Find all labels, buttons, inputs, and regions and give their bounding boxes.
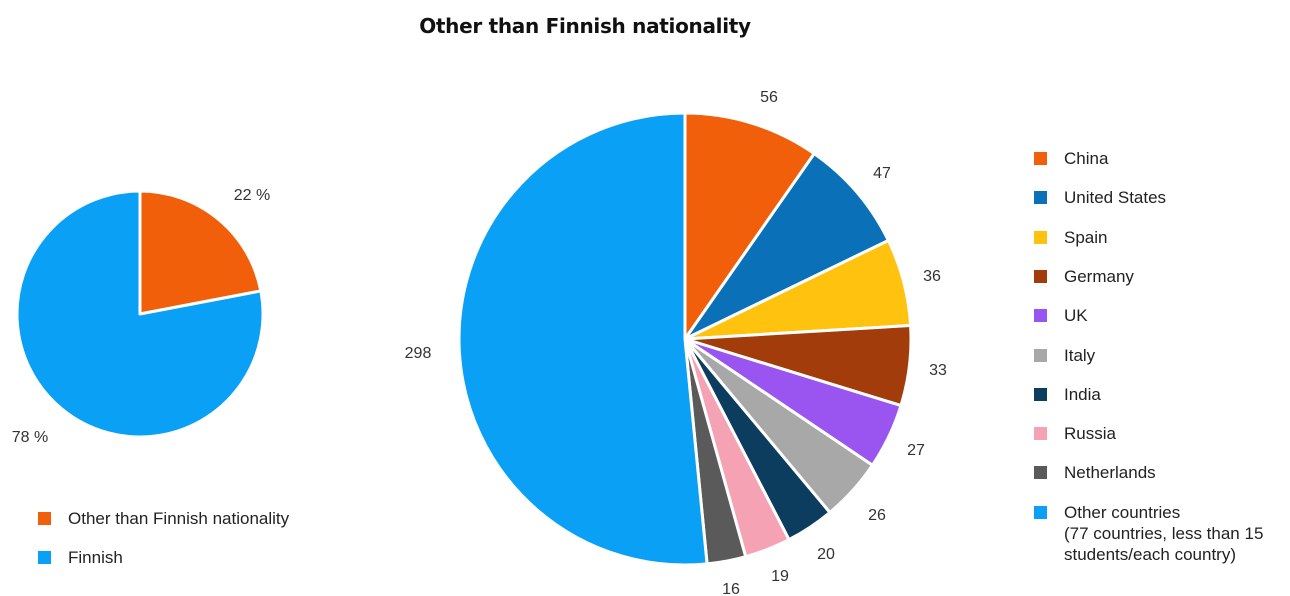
legend-swatch bbox=[1034, 230, 1047, 244]
legend-swatch bbox=[1034, 269, 1047, 283]
country-slice-other-countries bbox=[457, 111, 709, 567]
legend-label: UK bbox=[1064, 306, 1088, 326]
country-slice-united-states bbox=[683, 152, 890, 341]
nationality-slice-other-than-finnish-nationality bbox=[138, 189, 263, 316]
legend-item-uk: UK bbox=[1034, 305, 1088, 326]
legend-item-germany: Germany bbox=[1034, 266, 1134, 287]
legend-item-italy: Italy bbox=[1034, 345, 1095, 366]
legend-swatch bbox=[1034, 152, 1047, 165]
legend-note: (77 countries, less than 15 bbox=[1064, 523, 1264, 543]
country-label-italy: 26 bbox=[868, 507, 886, 524]
legend-swatch bbox=[1034, 387, 1047, 401]
legend-item-china: China bbox=[1034, 148, 1108, 169]
legend-label: Spain bbox=[1064, 227, 1108, 247]
country-label-russia: 19 bbox=[771, 568, 789, 585]
legend-swatch bbox=[38, 551, 51, 564]
legend-swatch bbox=[1034, 427, 1047, 441]
legend-swatch bbox=[1034, 466, 1047, 480]
country-label-china: 56 bbox=[760, 89, 778, 106]
legend-label: Russia bbox=[1064, 424, 1116, 444]
country-label-uk: 27 bbox=[907, 442, 925, 459]
legend-swatch bbox=[1034, 348, 1047, 362]
legend-label: India bbox=[1064, 384, 1101, 404]
country-label-other-countries: 298 bbox=[405, 345, 432, 362]
legend-label: Finnish bbox=[68, 548, 123, 567]
legend-item-united-states: United States bbox=[1034, 187, 1166, 208]
legend-label: United States bbox=[1064, 188, 1167, 208]
legend-item-other-countries: Other countries (77 countries, less than … bbox=[1034, 502, 1263, 565]
country-label-germany: 33 bbox=[929, 362, 947, 379]
country-label-spain: 36 bbox=[923, 268, 941, 285]
legend-item-finnish: Finnish bbox=[38, 547, 123, 568]
country-label-india: 20 bbox=[817, 546, 835, 563]
legend-item-spain: Spain bbox=[1034, 227, 1107, 248]
chart-title: Other than Finnish nationality bbox=[419, 14, 751, 38]
legend-swatch bbox=[38, 512, 51, 525]
legend-label: Germany bbox=[1064, 266, 1134, 286]
country-label-netherlands: 16 bbox=[722, 581, 740, 596]
legend-label: Italy bbox=[1064, 345, 1096, 365]
legend-label: Other countries (77 countries, less than … bbox=[1064, 502, 1264, 564]
legend-label: Other than Finnish nationality bbox=[68, 509, 290, 528]
legend-swatch bbox=[1034, 505, 1047, 519]
legend-item-russia: Russia bbox=[1034, 423, 1116, 444]
legend-swatch bbox=[1034, 191, 1047, 205]
legend-item-netherlands: Netherlands bbox=[1034, 462, 1156, 483]
legend-label: China bbox=[1064, 149, 1109, 168]
country-slice-china bbox=[683, 111, 816, 341]
legend-item-other-than-finnish-nationality: Other than Finnish nationality bbox=[38, 508, 289, 529]
legend-item-india: India bbox=[1034, 384, 1101, 405]
nationality-label-other-than-finnish-nationality: 22 % bbox=[234, 187, 270, 204]
nationality-label-finnish: 78 % bbox=[12, 429, 48, 446]
nationality-slice-finnish bbox=[15, 189, 265, 439]
legend-note: students/each country) bbox=[1064, 544, 1236, 564]
legend-label: Netherlands bbox=[1064, 463, 1156, 483]
legend-swatch bbox=[1034, 309, 1047, 323]
country-label-united-states: 47 bbox=[873, 165, 891, 182]
